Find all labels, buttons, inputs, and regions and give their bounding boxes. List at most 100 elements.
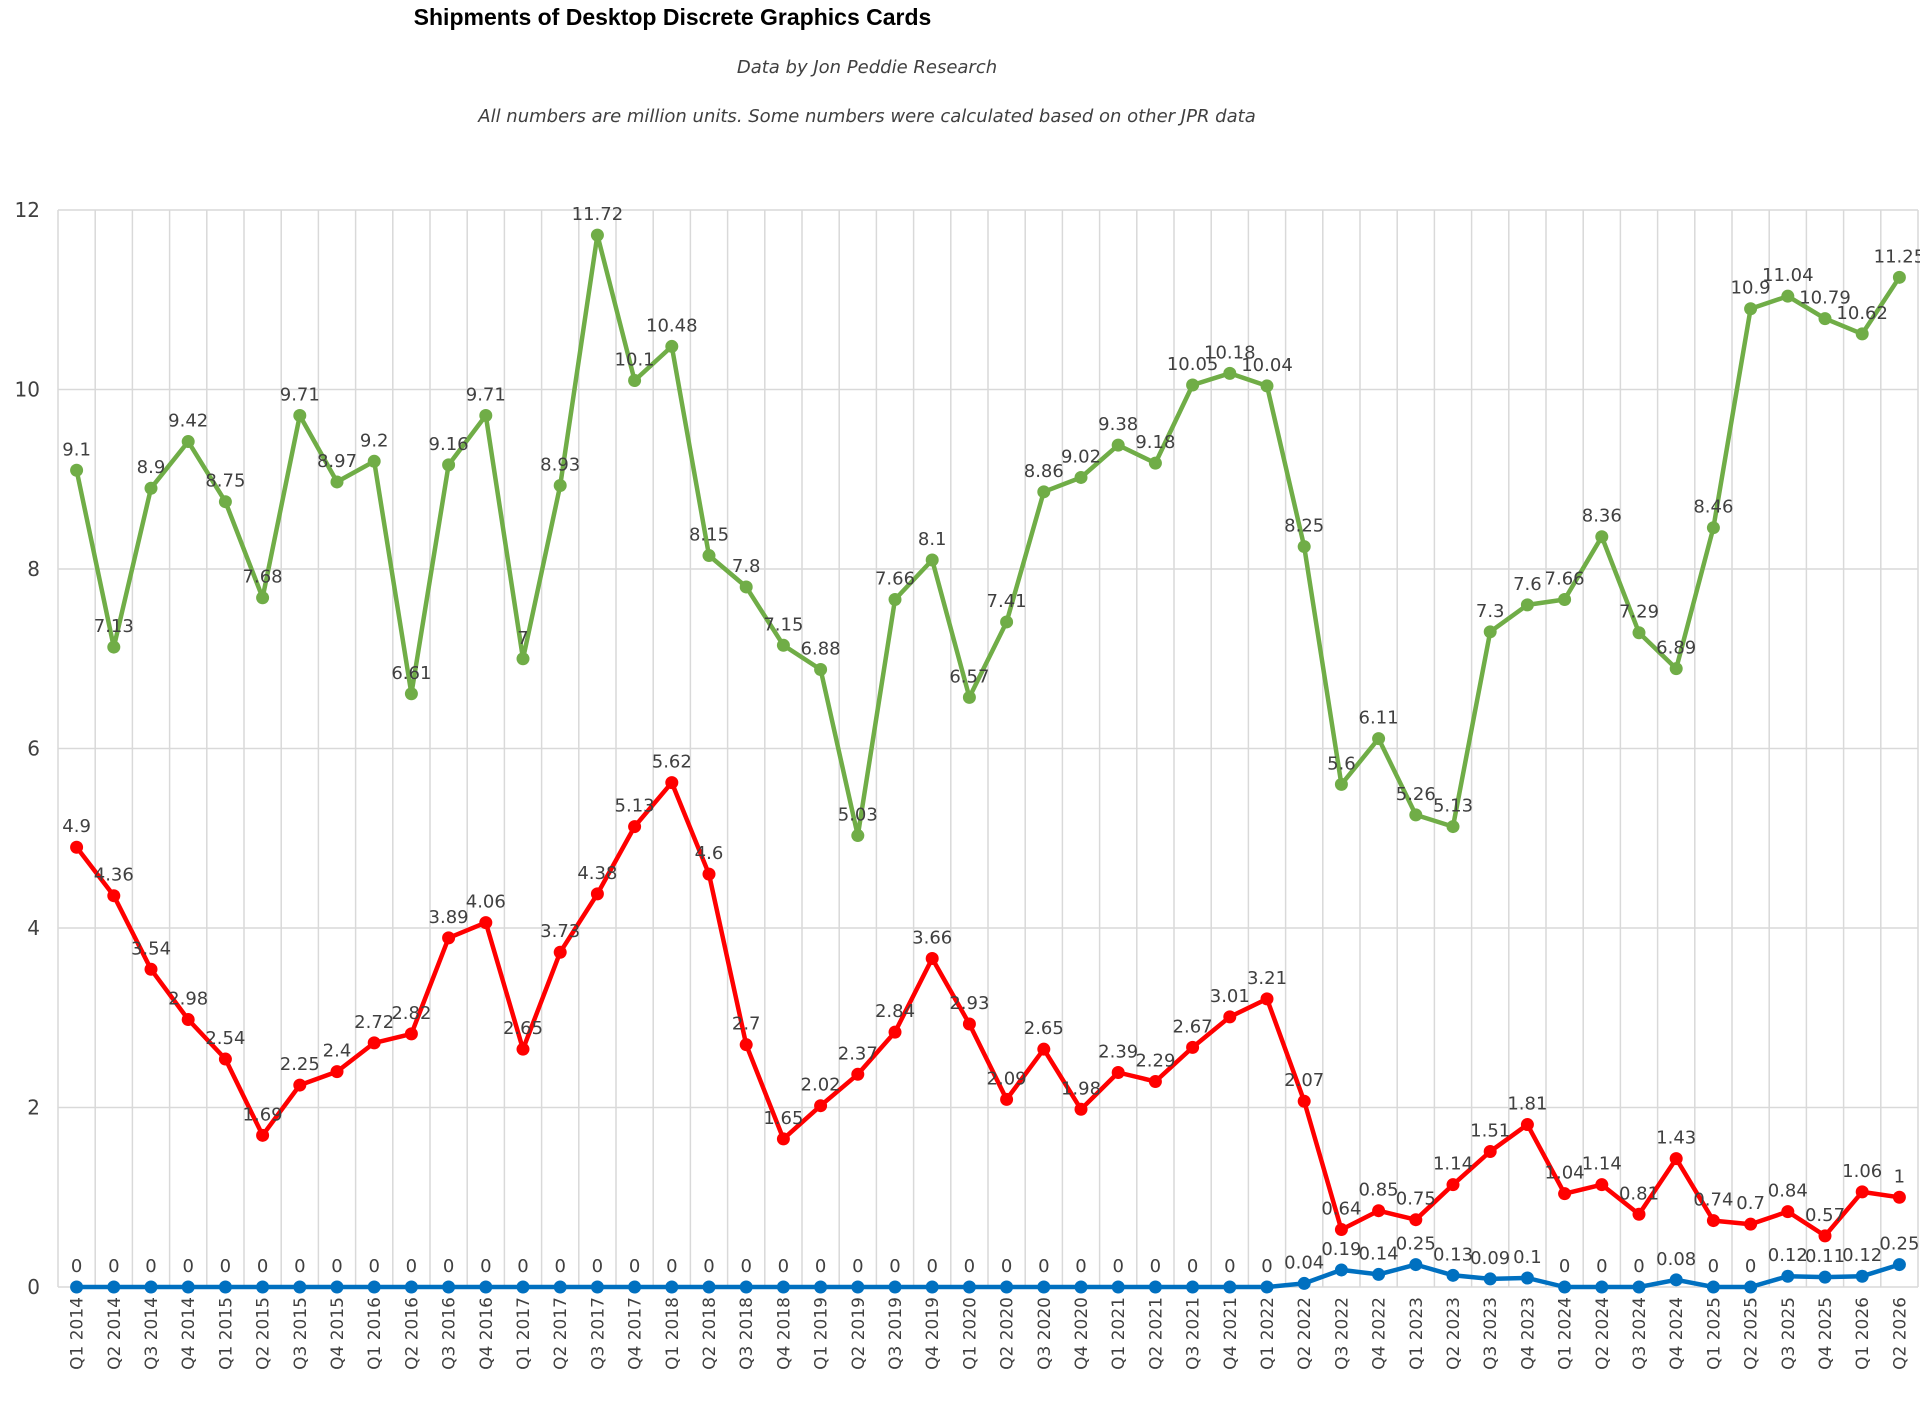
x-tick-label: Q4 2021 <box>1221 1297 1241 1370</box>
data-label: 0 <box>1708 1256 1719 1277</box>
data-label: 0 <box>1001 1256 1012 1277</box>
data-point <box>814 663 828 677</box>
data-label: 10.1 <box>615 350 655 371</box>
x-tick-label: Q3 2021 <box>1184 1297 1204 1370</box>
data-label: 0.12 <box>1842 1245 1882 1266</box>
data-label: 1.06 <box>1842 1161 1882 1182</box>
data-point <box>1483 625 1497 639</box>
data-point <box>702 1280 716 1294</box>
data-point <box>367 454 381 468</box>
data-label: 0 <box>331 1256 342 1277</box>
data-label: 0 <box>480 1256 491 1277</box>
data-point <box>1186 378 1200 392</box>
data-point <box>1074 1280 1088 1294</box>
data-point <box>293 1280 307 1294</box>
data-point <box>925 952 939 966</box>
data-point <box>962 690 976 704</box>
data-point <box>1818 1229 1832 1243</box>
data-point <box>851 1280 865 1294</box>
data-point <box>590 887 604 901</box>
data-label: 8.93 <box>540 455 580 476</box>
data-label: 10.18 <box>1204 342 1256 363</box>
data-point <box>1595 1178 1609 1192</box>
data-label: 0 <box>1596 1256 1607 1277</box>
data-label: 2.72 <box>354 1012 394 1033</box>
data-label: 8.86 <box>1024 461 1064 482</box>
data-label: 3.66 <box>912 928 952 949</box>
data-label: 10.48 <box>646 315 698 336</box>
data-label: 2.25 <box>280 1054 320 1075</box>
data-label: 8.75 <box>205 471 245 492</box>
x-tick-label: Q2 2024 <box>1593 1297 1613 1370</box>
data-point <box>293 409 307 423</box>
x-tick-label: Q1 2024 <box>1556 1297 1576 1370</box>
data-point <box>925 1280 939 1294</box>
x-tick-label: Q2 2019 <box>849 1297 869 1370</box>
x-tick-label: Q1 2025 <box>1704 1297 1724 1370</box>
chart-title: Shipments of Desktop Discrete Graphics C… <box>413 4 932 30</box>
x-tick-label: Q3 2023 <box>1481 1297 1501 1370</box>
x-tick-label: Q2 2015 <box>254 1297 274 1370</box>
data-point <box>1000 1092 1014 1106</box>
data-point <box>367 1036 381 1050</box>
data-point <box>888 1025 902 1039</box>
data-label: 8.1 <box>918 529 947 550</box>
x-tick-label: Q2 2014 <box>105 1297 125 1370</box>
data-point <box>1260 379 1274 393</box>
data-label: 7.68 <box>243 567 283 588</box>
data-label: 9.1 <box>62 439 91 460</box>
y-tick-label: 10 <box>15 378 40 402</box>
data-point <box>516 1042 530 1056</box>
data-label: 7.66 <box>875 569 915 590</box>
data-point <box>1892 1190 1906 1204</box>
data-point <box>256 1128 270 1142</box>
data-label: 2.93 <box>949 993 989 1014</box>
data-point <box>851 1067 865 1081</box>
data-label: 2.09 <box>987 1068 1027 1089</box>
data-label: 9.02 <box>1061 446 1101 467</box>
data-label: 4.36 <box>94 865 134 886</box>
data-point <box>1483 1144 1497 1158</box>
data-label: 0.19 <box>1321 1239 1361 1260</box>
data-label: 4.6 <box>695 843 724 864</box>
data-point <box>1855 1185 1869 1199</box>
data-label: 6.88 <box>801 639 841 660</box>
data-point <box>107 1280 121 1294</box>
y-tick-label: 12 <box>15 198 40 222</box>
data-point <box>1186 1040 1200 1054</box>
data-point <box>1892 270 1906 284</box>
x-tick-label: Q1 2016 <box>365 1297 385 1370</box>
x-tick-label: Q1 2022 <box>1258 1297 1278 1370</box>
data-point <box>181 1280 195 1294</box>
x-tick-label: Q2 2016 <box>402 1297 422 1370</box>
data-label: 11.25 <box>1874 246 1920 267</box>
data-label: 0 <box>1075 1256 1086 1277</box>
data-label: 0 <box>294 1256 305 1277</box>
x-tick-label: Q4 2023 <box>1518 1297 1538 1370</box>
data-point <box>1558 1280 1572 1294</box>
data-label: 0 <box>443 1256 454 1277</box>
data-label: 10.9 <box>1731 278 1771 299</box>
data-point <box>1818 312 1832 326</box>
data-point <box>1558 1187 1572 1201</box>
data-label: 0.13 <box>1433 1244 1473 1265</box>
data-label: 0 <box>1224 1256 1235 1277</box>
data-label: 10.05 <box>1167 354 1219 375</box>
y-tick-label: 2 <box>27 1096 40 1120</box>
data-point <box>1595 1280 1609 1294</box>
data-point <box>293 1078 307 1092</box>
data-point <box>1148 1280 1162 1294</box>
data-label: 8.9 <box>137 457 166 478</box>
data-point <box>1409 1258 1423 1272</box>
data-label: 0 <box>629 1256 640 1277</box>
data-label: 2.37 <box>838 1043 878 1064</box>
x-tick-label: Q4 2020 <box>1072 1297 1092 1370</box>
data-label: 1.43 <box>1656 1128 1696 1149</box>
data-point <box>218 1280 232 1294</box>
data-point <box>1632 1207 1646 1221</box>
data-label: 1.14 <box>1582 1154 1622 1175</box>
x-tick-label: Q4 2018 <box>774 1297 794 1370</box>
data-label: 2.7 <box>732 1014 761 1035</box>
data-point <box>70 463 84 477</box>
y-tick-label: 0 <box>27 1275 40 1299</box>
